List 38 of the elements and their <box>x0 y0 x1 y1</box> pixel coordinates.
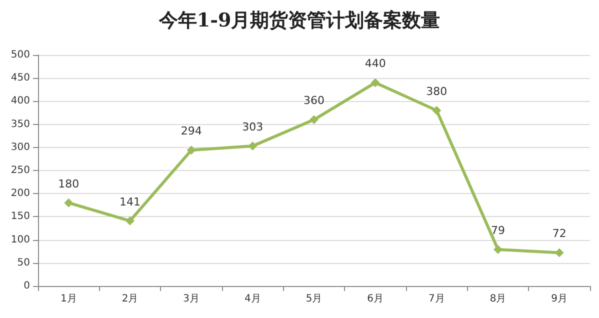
point <box>432 106 442 115</box>
y-tick-label: 400 <box>10 96 30 107</box>
y-tick-label: 500 <box>10 50 30 60</box>
point <box>494 245 502 254</box>
x-tick-label: 4月 <box>244 294 261 304</box>
chart-title: 今年1-9月期货资管计划备案数量 <box>158 10 440 32</box>
y-tick-label: 100 <box>10 234 30 246</box>
y-tick-label: 50 <box>17 257 30 268</box>
point <box>64 198 74 208</box>
x-tick-label: 9月 <box>551 294 568 304</box>
data-label: 360 <box>304 94 324 108</box>
data-label: 294 <box>180 124 202 138</box>
x-tick-label: 5月 <box>306 294 322 304</box>
x-tick-label: 1月 <box>60 294 77 304</box>
y-tick-label: 300 <box>10 142 30 153</box>
y-tick-label: 450 <box>10 72 30 84</box>
data-label: 72 <box>552 227 566 240</box>
y-tick-label: 0 <box>24 280 30 292</box>
point <box>248 142 258 151</box>
x-tick-label: 6月 <box>367 294 384 304</box>
x-tick-label: 2月 <box>122 294 138 304</box>
data-label: 180 <box>58 177 80 190</box>
data-label: 303 <box>242 120 264 134</box>
x-tick-label: 3月 <box>183 294 200 304</box>
x-tick-label: 8月 <box>490 294 506 304</box>
point <box>310 115 318 124</box>
y-tick-label: 200 <box>10 188 30 200</box>
point <box>186 146 196 155</box>
point <box>126 216 134 226</box>
data-label: 440 <box>364 57 386 70</box>
y-tick-label: 150 <box>10 211 30 222</box>
y-tick-label: 250 <box>10 165 30 176</box>
point <box>370 78 380 88</box>
x-tick-label: 7月 <box>428 294 445 304</box>
data-label: 141 <box>120 195 140 208</box>
y-tick-label: 350 <box>10 118 30 130</box>
data-label: 79 <box>491 224 505 237</box>
data-label: 380 <box>426 84 448 98</box>
